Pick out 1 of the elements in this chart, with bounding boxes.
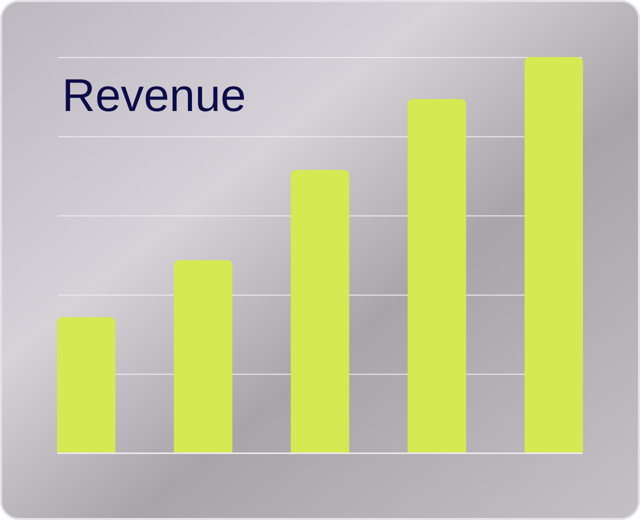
chart-title: Revenue (62, 69, 246, 121)
